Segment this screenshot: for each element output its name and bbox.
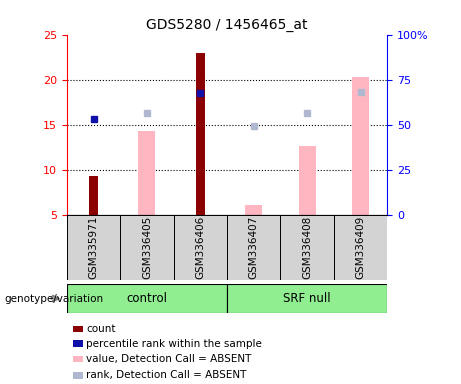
Text: genotype/variation: genotype/variation	[5, 293, 104, 304]
Bar	[67, 215, 120, 280]
Bar	[138, 131, 155, 215]
Text: percentile rank within the sample: percentile rank within the sample	[86, 339, 262, 349]
Bar	[334, 215, 387, 280]
Text: GSM336406: GSM336406	[195, 216, 205, 279]
Title: GDS5280 / 1456465_at: GDS5280 / 1456465_at	[146, 18, 308, 32]
Text: rank, Detection Call = ABSENT: rank, Detection Call = ABSENT	[86, 370, 247, 380]
Bar	[299, 146, 316, 215]
Text: GSM335971: GSM335971	[89, 216, 99, 280]
Bar	[352, 77, 369, 215]
Bar	[174, 215, 227, 280]
Bar	[245, 205, 262, 215]
Text: GSM336405: GSM336405	[142, 216, 152, 279]
Bar	[73, 356, 83, 362]
Bar	[120, 215, 174, 280]
Bar	[227, 284, 387, 313]
Bar	[89, 176, 98, 215]
Bar	[73, 340, 83, 347]
Bar	[67, 284, 227, 313]
Bar	[73, 326, 83, 332]
Bar	[227, 215, 280, 280]
Text: value, Detection Call = ABSENT: value, Detection Call = ABSENT	[86, 354, 251, 364]
Text: control: control	[126, 292, 167, 305]
Text: SRF null: SRF null	[284, 292, 331, 305]
Bar	[280, 215, 334, 280]
Bar	[196, 53, 205, 215]
Text: GSM336409: GSM336409	[355, 216, 366, 279]
Text: GSM336407: GSM336407	[249, 216, 259, 279]
Text: count: count	[86, 324, 116, 334]
Bar	[73, 372, 83, 379]
Text: GSM336408: GSM336408	[302, 216, 312, 279]
